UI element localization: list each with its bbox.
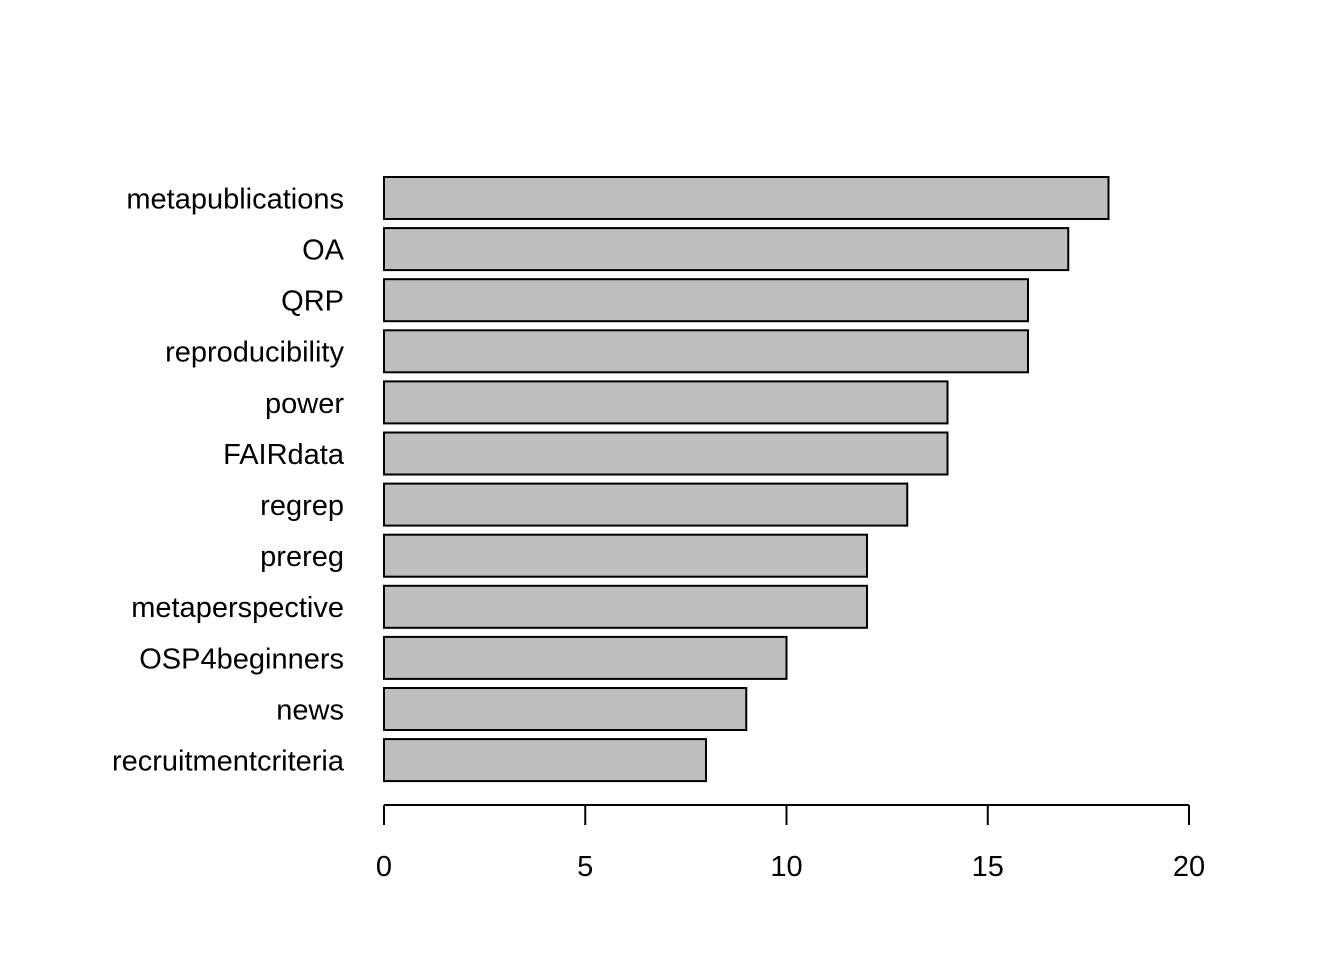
category-label: recruitmentcriteria	[112, 746, 345, 778]
bars-layer	[383, 176, 1110, 783]
category-label: metapublications	[126, 183, 344, 215]
bar-OA	[383, 227, 1070, 272]
bar-power	[383, 380, 949, 425]
x-tick-label: 15	[972, 851, 1004, 883]
x-tick-label: 20	[1173, 851, 1205, 883]
category-label: OSP4beginners	[139, 643, 344, 675]
x-tick-label: 10	[770, 851, 802, 883]
bar-FAIRdata	[383, 431, 949, 476]
category-label: metaperspective	[131, 592, 344, 624]
category-label: regrep	[260, 490, 344, 522]
x-ticks: 0 5 10 15 20	[376, 805, 1205, 883]
bar-recruitmentcriteria	[383, 738, 707, 783]
category-label: power	[265, 388, 344, 420]
category-label: reproducibility	[165, 337, 344, 369]
category-label: OA	[302, 235, 345, 267]
category-labels: metapublications OA QRP reproducibility powe…	[112, 183, 345, 777]
x-axis: 0 5 10 15 20	[376, 804, 1205, 883]
bar-metaperspective	[383, 584, 868, 629]
bar-prereg	[383, 533, 868, 578]
category-label: prereg	[260, 541, 344, 573]
bar-OSP4beginners	[383, 635, 788, 680]
bar-regrep	[383, 482, 909, 527]
x-tick-label: 5	[577, 851, 593, 883]
bar-reproducibility	[383, 329, 1029, 374]
category-label: FAIRdata	[223, 439, 345, 471]
x-tick-label: 0	[376, 851, 392, 883]
bar-news	[383, 687, 748, 731]
category-label: QRP	[281, 286, 344, 318]
bar-QRP	[383, 278, 1029, 323]
category-label: news	[276, 694, 344, 726]
bar-metapublications	[383, 176, 1110, 220]
